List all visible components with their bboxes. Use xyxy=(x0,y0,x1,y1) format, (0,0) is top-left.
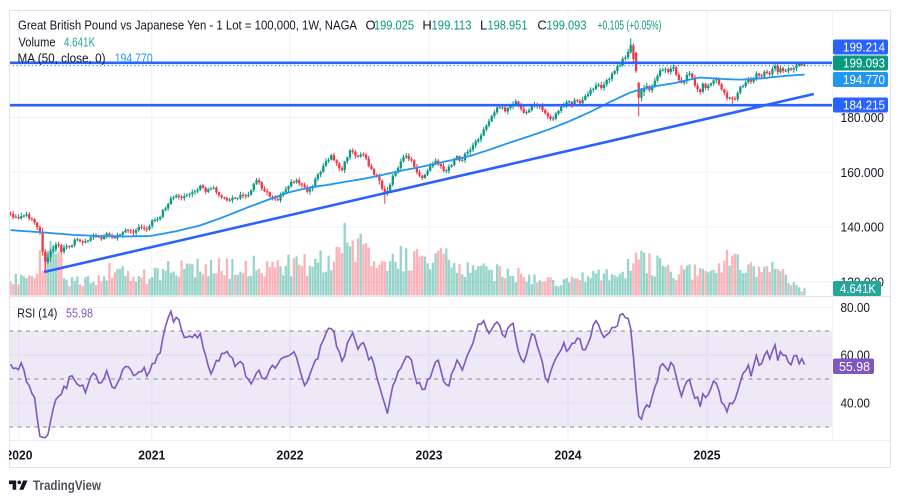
svg-text:180.000: 180.000 xyxy=(841,110,885,125)
svg-text:2023: 2023 xyxy=(416,448,443,463)
svg-text:4.641K: 4.641K xyxy=(64,35,95,50)
svg-text:L: L xyxy=(480,18,487,33)
svg-text:184.215: 184.215 xyxy=(843,98,885,113)
svg-text:TradingView: TradingView xyxy=(33,478,101,493)
svg-text:H: H xyxy=(422,18,431,33)
svg-text:80.00: 80.00 xyxy=(841,300,871,315)
svg-text:40.00: 40.00 xyxy=(841,395,871,410)
svg-text:2020: 2020 xyxy=(6,448,33,463)
svg-text:199.214: 199.214 xyxy=(843,40,885,55)
svg-text:C: C xyxy=(537,18,546,33)
svg-text:RSI (14): RSI (14) xyxy=(17,306,57,321)
svg-text:55.98: 55.98 xyxy=(839,359,870,374)
svg-text:199.113: 199.113 xyxy=(432,18,472,33)
svg-text:140.000: 140.000 xyxy=(841,220,885,235)
svg-text:Great British Pound vs Japanes: Great British Pound vs Japanese Yen - 1 … xyxy=(18,18,357,33)
svg-text:O: O xyxy=(366,18,376,33)
svg-text:199.093: 199.093 xyxy=(547,18,587,33)
svg-text:2022: 2022 xyxy=(277,448,304,463)
svg-text:194.770: 194.770 xyxy=(115,51,153,66)
svg-text:MA (50, close, 0): MA (50, close, 0) xyxy=(18,51,106,66)
svg-text:+0.105 (+0.05%): +0.105 (+0.05%) xyxy=(598,18,662,33)
svg-text:55.98: 55.98 xyxy=(66,306,93,321)
svg-text:199.093: 199.093 xyxy=(843,56,885,71)
svg-text:2025: 2025 xyxy=(694,448,721,463)
svg-text:4.641K: 4.641K xyxy=(840,281,876,296)
svg-text:Volume: Volume xyxy=(19,35,56,50)
svg-text:160.000: 160.000 xyxy=(841,165,885,180)
svg-text:2021: 2021 xyxy=(138,448,165,463)
svg-text:194.770: 194.770 xyxy=(843,72,885,87)
svg-text:2024: 2024 xyxy=(555,448,583,463)
svg-text:199.025: 199.025 xyxy=(374,18,414,33)
svg-text:198.951: 198.951 xyxy=(488,18,528,33)
